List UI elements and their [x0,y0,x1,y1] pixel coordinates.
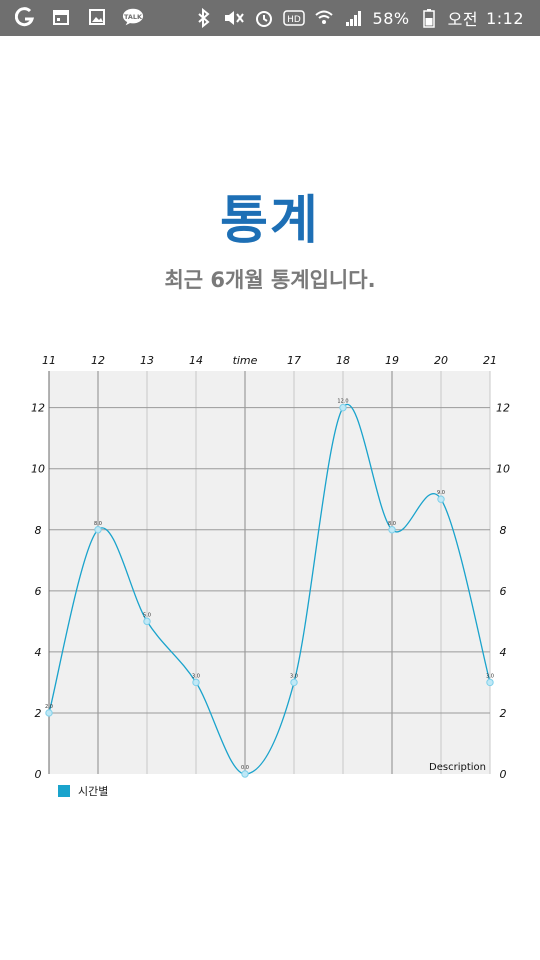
data-label: 5.0 [143,612,151,618]
x-tick-label: 20 [434,354,448,367]
y-tick-label-left: 10 [31,463,45,476]
legend-swatch [58,785,70,797]
data-label: 3.0 [486,673,494,679]
status-bar-left: TALK [14,6,144,28]
data-label: 8.0 [388,521,396,527]
data-point [486,678,494,687]
y-tick-label-left: 8 [35,524,42,537]
data-point [339,403,347,412]
talk-icon: TALK [122,6,144,28]
legend-label: 시간별 [78,785,109,798]
x-tick-label: 19 [385,354,399,367]
x-tick-label: 11 [42,354,56,367]
data-point [94,526,102,534]
chart-legend: 시간별 [58,783,108,799]
clock-ampm: 오전 [447,10,479,29]
calendar-icon [50,6,72,28]
data-point [192,678,200,687]
data-label: 12.0 [337,399,348,405]
data-point [241,770,249,778]
data-point [290,678,298,687]
gallery-icon [86,6,108,28]
data-label: 9.0 [437,490,445,496]
y-tick-label-right: 4 [500,646,507,659]
y-tick-label-right: 0 [500,768,507,781]
y-tick-label-left: 2 [35,707,42,720]
y-tick-label-right: 10 [496,463,510,476]
y-tick-label-right: 2 [500,707,507,720]
x-tick-label: 21 [483,354,497,367]
clock-time: 1:12 [486,8,524,28]
battery-icon [418,7,440,29]
x-tick-label: 14 [189,354,203,367]
svg-text:TALK: TALK [124,13,143,21]
x-tick-label: 18 [336,354,350,367]
signal-icon [343,7,365,29]
page-subtitle: 최근 6개월 통계입니다. [164,268,376,292]
chart-svg: 11 12 13 14 time 17 18 19 20 21 0 0 2 2 4 4 6 6 8 8 10 10 12 12… [31,354,510,781]
stats-chart: 11 12 13 14 time 17 18 19 20 21 0 0 2 2 4 4 6 6 8 8 10 10 12 12… [0,340,540,820]
wifi-icon [313,7,335,29]
data-label: 3.0 [290,673,298,679]
chart-description: Description [429,762,486,773]
y-tick-label-left: 4 [35,646,42,659]
y-tick-label-right: 8 [500,524,507,537]
data-point [143,617,151,626]
y-tick-label-left: 6 [35,585,42,598]
alarm-icon [253,7,275,29]
data-label: 2.0 [45,704,53,710]
battery-percent: 58% [372,8,410,28]
data-point [388,526,396,534]
plot-background [49,371,490,774]
mute-icon [223,7,245,29]
data-label: 8.0 [94,521,102,527]
data-point [45,709,53,717]
svg-text:HD: HD [287,15,301,25]
x-tick-label: time [233,354,258,367]
data-label: 0.0 [241,765,249,771]
data-point [437,495,445,503]
g-app-icon [14,6,36,28]
x-tick-label: 12 [91,354,105,367]
page-title: 통계 [220,191,320,251]
data-label: 3.0 [192,673,200,679]
x-tick-label: 13 [140,354,154,367]
y-tick-label-left: 12 [31,402,45,415]
y-tick-label-left: 0 [35,768,42,781]
status-bar-right: HD 58% 오전 1:12 [193,6,524,30]
x-tick-label: 17 [287,354,301,367]
y-tick-label-right: 6 [500,585,507,598]
hd-icon: HD [282,7,305,29]
status-bar: TALK HD 58% 오전 1:12 [0,0,540,36]
y-tick-label-right: 12 [496,402,510,415]
bluetooth-icon [193,7,215,29]
